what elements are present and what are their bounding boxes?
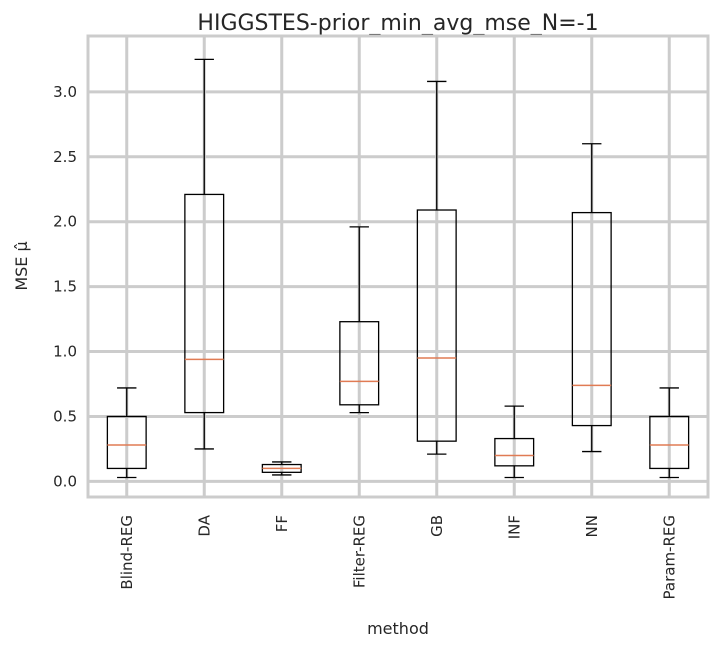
plot-frame xyxy=(86,34,710,499)
x-tick-label: GB xyxy=(428,515,446,537)
y-tick-label: 0.0 xyxy=(53,472,77,490)
iqr-box xyxy=(416,209,457,442)
iqr-box xyxy=(184,193,225,414)
y-tick-label: 1.0 xyxy=(53,343,77,361)
x-tick-label: INF xyxy=(505,515,523,539)
x-axis-ticks: Blind-REG DA FF Filter-REG GB INF NN Param-REG xyxy=(118,514,679,599)
y-axis-ticks: 0.0 0.5 1.0 1.5 2.0 2.5 3.0 xyxy=(53,83,77,491)
y-axis-label: MSE μ̂ xyxy=(12,241,31,290)
y-tick-label: 0.5 xyxy=(53,407,77,425)
iqr-box xyxy=(494,437,535,467)
x-tick-label: NN xyxy=(583,515,601,537)
chart-title: HIGGSTES-prior_min_avg_mse_N=-1 xyxy=(197,11,598,36)
box-filter-reg xyxy=(339,226,380,414)
box-ff xyxy=(261,461,302,476)
iqr-box xyxy=(339,321,380,406)
box-nn xyxy=(571,143,612,453)
x-axis-label: method xyxy=(367,619,429,638)
y-tick-label: 2.0 xyxy=(53,213,77,231)
box-inf xyxy=(494,405,535,479)
iqr-box xyxy=(649,415,690,470)
grid xyxy=(88,36,708,497)
iqr-box xyxy=(571,211,612,427)
x-tick-label: Param-REG xyxy=(660,515,678,599)
box-blind-reg xyxy=(106,387,147,479)
y-tick-label: 1.5 xyxy=(53,278,77,296)
x-tick-label: Filter-REG xyxy=(350,515,368,588)
box-param-reg xyxy=(649,387,690,479)
x-tick-label: Blind-REG xyxy=(118,515,136,590)
box-gb xyxy=(416,80,457,455)
x-tick-label: DA xyxy=(195,514,213,536)
y-tick-label: 2.5 xyxy=(53,148,77,166)
x-tick-label: FF xyxy=(273,515,291,532)
box-da xyxy=(184,58,225,450)
boxes xyxy=(106,58,690,479)
y-tick-label: 3.0 xyxy=(53,83,77,101)
iqr-box xyxy=(106,415,147,470)
